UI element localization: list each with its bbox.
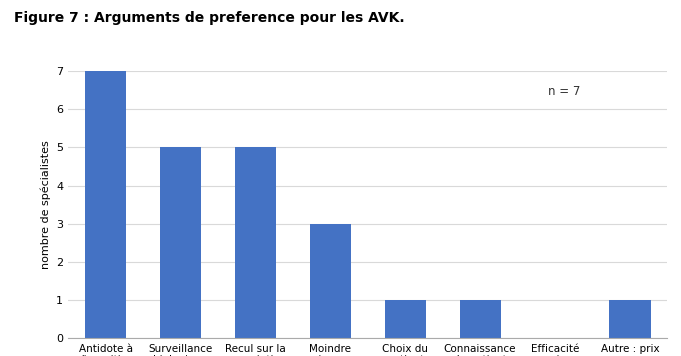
Bar: [460, 300, 501, 338]
Bar: [310, 224, 351, 338]
Bar: [160, 147, 201, 338]
Y-axis label: nombre de spécialistes: nombre de spécialistes: [40, 140, 50, 269]
Bar: [235, 147, 276, 338]
Bar: [385, 300, 426, 338]
Text: n = 7: n = 7: [548, 85, 580, 98]
Bar: [85, 71, 126, 338]
Bar: [609, 300, 650, 338]
Text: Figure 7 : Arguments de preference pour les AVK.: Figure 7 : Arguments de preference pour …: [14, 11, 405, 25]
